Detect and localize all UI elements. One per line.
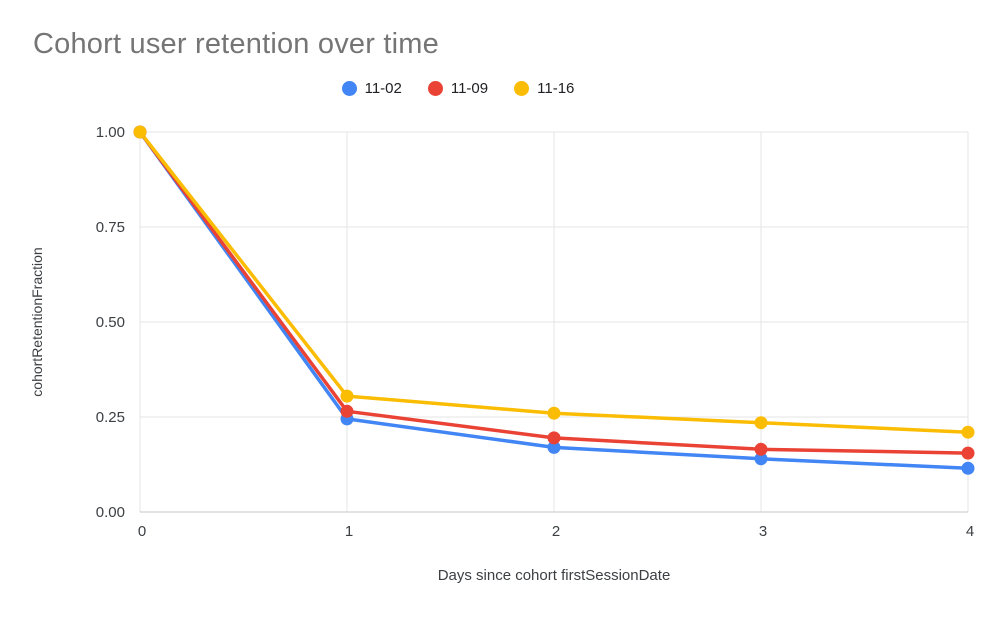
legend-label: 11-16 (537, 80, 575, 97)
legend-item-11-02: 11-02 (341, 80, 402, 97)
legend-label: 11-02 (364, 80, 402, 97)
legend-item-11-09: 11-09 (427, 80, 489, 97)
svg-text:2: 2 (552, 523, 560, 540)
chart-legend: 11-02 11-09 11-16 (0, 80, 916, 97)
svg-text:3: 3 (759, 523, 767, 540)
svg-text:0.50: 0.50 (96, 314, 125, 331)
legend-dot-blue-icon (341, 81, 357, 96)
svg-text:1.00: 1.00 (96, 124, 125, 141)
svg-text:0: 0 (138, 523, 146, 540)
svg-text:0.25: 0.25 (96, 409, 125, 426)
legend-dot-red-icon (427, 81, 443, 96)
chart-title: Cohort user retention over time (33, 28, 439, 60)
legend-item-11-16: 11-16 (514, 80, 574, 97)
x-axis-title: Days since cohort firstSessionDate (437, 567, 671, 584)
svg-text:0.75: 0.75 (96, 219, 125, 236)
svg-text:0.00: 0.00 (96, 504, 125, 521)
y-axis-title: cohortRetentionFraction (29, 247, 45, 397)
svg-text:4: 4 (966, 523, 974, 540)
svg-text:1: 1 (345, 523, 353, 540)
legend-label: 11-09 (450, 80, 489, 97)
legend-dot-yellow-icon (514, 81, 530, 96)
